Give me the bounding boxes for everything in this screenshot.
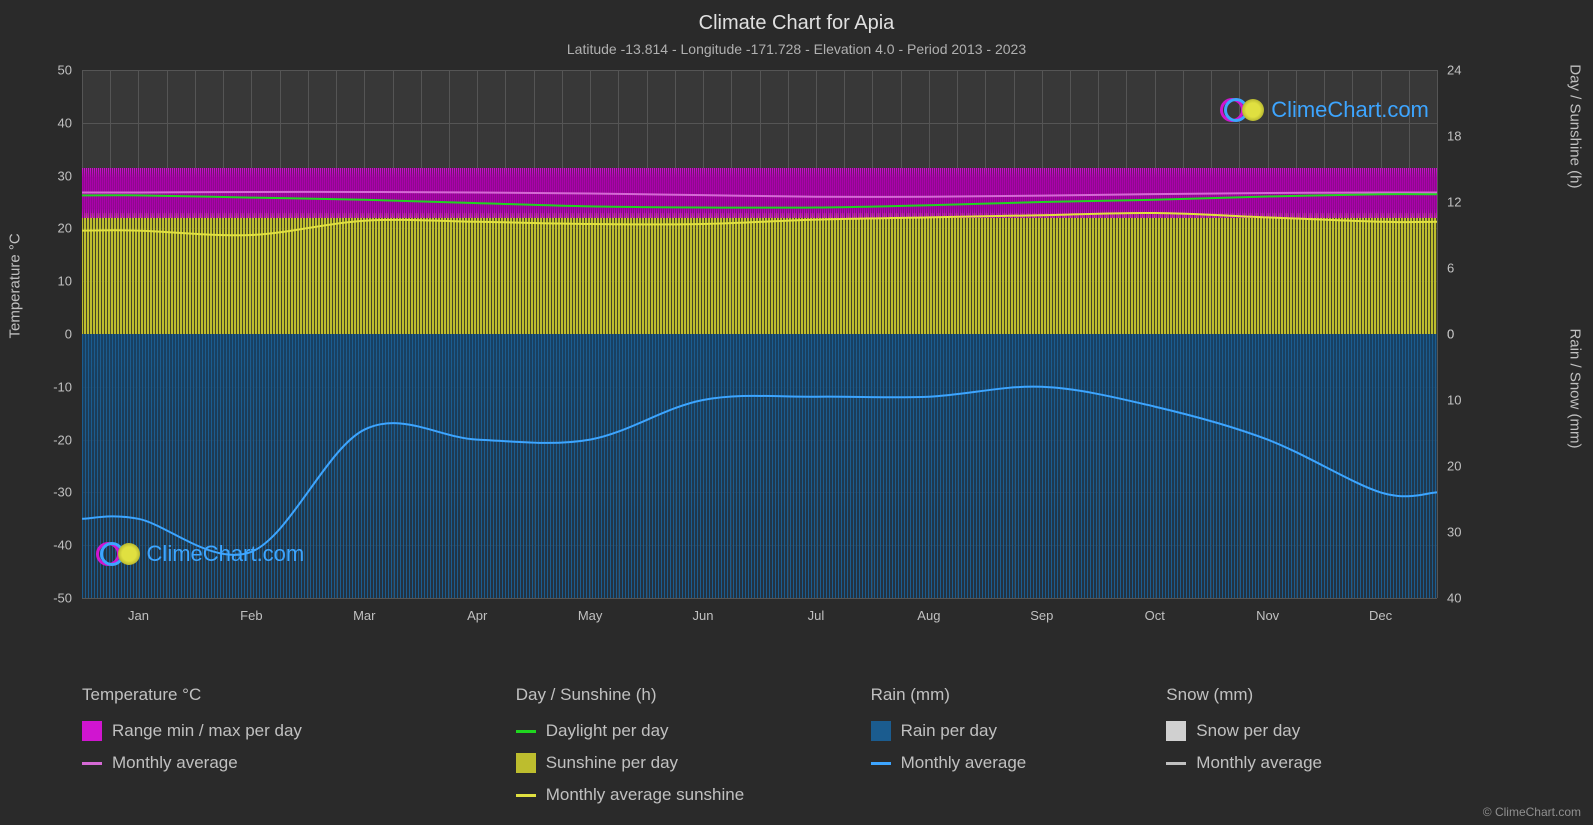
legend-item: Rain per day: [871, 721, 1167, 741]
y-right-bottom-tick-label: 30: [1447, 525, 1487, 540]
x-tick-label: Apr: [467, 608, 487, 623]
y-left-tick-label: 20: [32, 221, 72, 236]
legend-swatch: [871, 762, 891, 765]
watermark-logo-icon: [96, 540, 141, 568]
y-left-tick-label: -50: [32, 591, 72, 606]
legend-group-title: Temperature °C: [82, 685, 516, 705]
legend-label: Monthly average: [1196, 753, 1322, 773]
x-tick-label: Dec: [1369, 608, 1392, 623]
y-right-top-axis-title: Day / Sunshine (h): [1567, 64, 1584, 188]
y-left-tick-label: -30: [32, 485, 72, 500]
copyright: © ClimeChart.com: [1483, 805, 1581, 819]
temperature-range-band: [82, 168, 1437, 218]
y-right-top-tick-label: 12: [1447, 195, 1487, 210]
legend-swatch: [516, 753, 536, 773]
chart-subtitle: Latitude -13.814 - Longitude -171.728 - …: [0, 35, 1593, 57]
legend-swatch: [871, 721, 891, 741]
legend-label: Sunshine per day: [546, 753, 678, 773]
y-right-bottom-tick-label: 20: [1447, 459, 1487, 474]
x-tick-label: Oct: [1145, 608, 1165, 623]
watermark-logo-icon: [1220, 96, 1265, 124]
x-tick-label: May: [578, 608, 603, 623]
legend-group: Snow (mm) Snow per day Monthly average: [1166, 685, 1462, 805]
legend-label: Snow per day: [1196, 721, 1300, 741]
legend-group-title: Day / Sunshine (h): [516, 685, 871, 705]
y-left-tick-label: -40: [32, 538, 72, 553]
plot-area: -50-40-30-20-100102030405006121824010203…: [82, 70, 1437, 598]
x-tick-label: Jun: [693, 608, 714, 623]
legend-swatch: [516, 730, 536, 733]
x-tick-label: Mar: [353, 608, 375, 623]
y-left-tick-label: -10: [32, 379, 72, 394]
watermark-text: ClimeChart.com: [147, 541, 305, 567]
legend-label: Monthly average: [112, 753, 238, 773]
x-tick-label: Nov: [1256, 608, 1279, 623]
y-left-tick-label: 10: [32, 274, 72, 289]
legend-item: Sunshine per day: [516, 753, 871, 773]
legend-item: Monthly average: [1166, 753, 1462, 773]
y-right-bottom-axis-title: Rain / Snow (mm): [1567, 328, 1584, 448]
legend-swatch: [82, 762, 102, 765]
x-tick-label: Aug: [917, 608, 940, 623]
y-right-bottom-tick-label: 10: [1447, 393, 1487, 408]
legend-group: Day / Sunshine (h) Daylight per day Sunshi…: [516, 685, 871, 805]
y-right-top-tick-label: 18: [1447, 129, 1487, 144]
legend-item: Range min / max per day: [82, 721, 516, 741]
legend-item: Monthly average: [82, 753, 516, 773]
y-left-tick-label: 50: [32, 63, 72, 78]
legend-item: Monthly average sunshine: [516, 785, 871, 805]
grid-line-vertical: [1437, 70, 1438, 598]
watermark: ClimeChart.com: [1220, 96, 1429, 124]
y-right-top-tick-label: 6: [1447, 261, 1487, 276]
x-tick-label: Jan: [128, 608, 149, 623]
x-tick-label: Jul: [808, 608, 825, 623]
legend-label: Monthly average: [901, 753, 1027, 773]
x-tick-label: Feb: [240, 608, 262, 623]
legend-group: Rain (mm) Rain per day Monthly average: [871, 685, 1167, 805]
legend-swatch: [1166, 721, 1186, 741]
chart-title: Climate Chart for Apia: [0, 0, 1593, 35]
y-left-tick-label: -20: [32, 432, 72, 447]
y-left-axis-title: Temperature °C: [7, 233, 24, 338]
sunshine-band: [82, 213, 1437, 334]
legend: Temperature °C Range min / max per day Mon…: [82, 685, 1462, 805]
y-right-bottom-tick-label: 0: [1447, 327, 1487, 342]
legend-label: Daylight per day: [546, 721, 669, 741]
legend-swatch: [516, 794, 536, 797]
grid-line-horizontal: [82, 598, 1437, 599]
legend-group: Temperature °C Range min / max per day Mon…: [82, 685, 516, 805]
watermark-text: ClimeChart.com: [1271, 97, 1429, 123]
legend-group-title: Rain (mm): [871, 685, 1167, 705]
legend-item: Daylight per day: [516, 721, 871, 741]
y-left-tick-label: 40: [32, 115, 72, 130]
legend-swatch: [82, 721, 102, 741]
y-left-tick-label: 0: [32, 327, 72, 342]
x-tick-label: Sep: [1030, 608, 1053, 623]
legend-label: Rain per day: [901, 721, 997, 741]
legend-label: Monthly average sunshine: [546, 785, 744, 805]
legend-item: Snow per day: [1166, 721, 1462, 741]
legend-swatch: [1166, 762, 1186, 765]
legend-label: Range min / max per day: [112, 721, 302, 741]
watermark: ClimeChart.com: [96, 540, 305, 568]
legend-group-title: Snow (mm): [1166, 685, 1462, 705]
legend-item: Monthly average: [871, 753, 1167, 773]
y-right-top-tick-label: 24: [1447, 63, 1487, 78]
y-left-tick-label: 30: [32, 168, 72, 183]
y-right-bottom-tick-label: 40: [1447, 591, 1487, 606]
